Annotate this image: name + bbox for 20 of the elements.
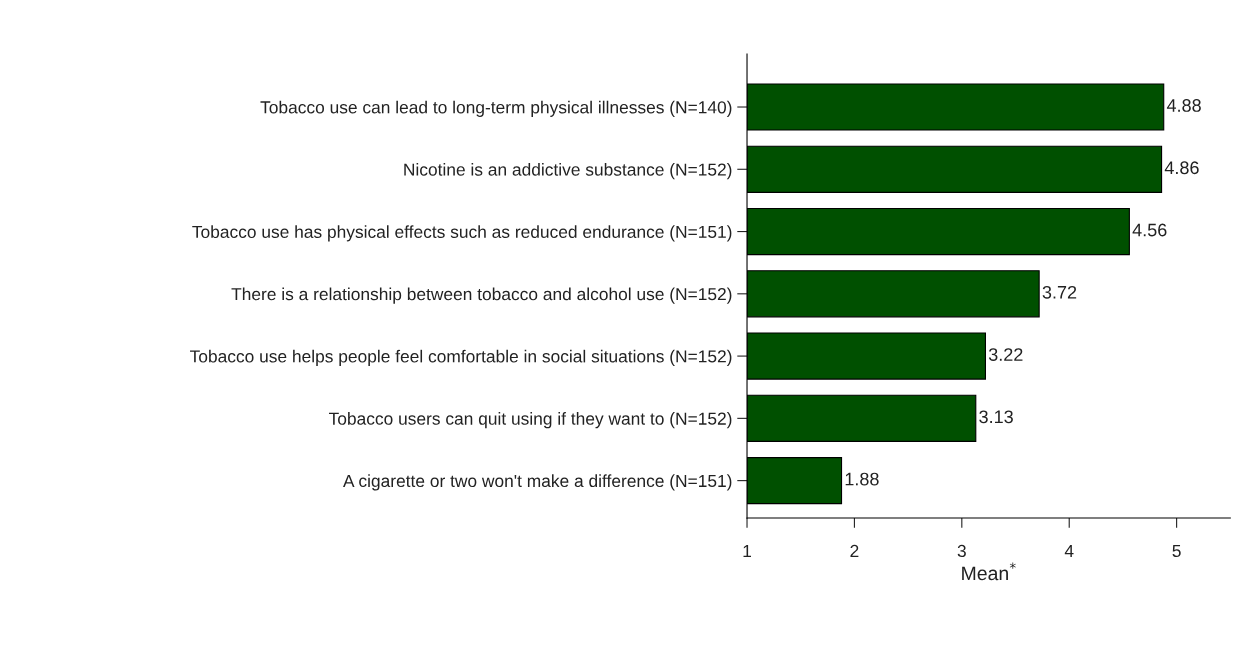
y-tick-label: Tobacco use has physical effects such as reduced endurance (N=151) [192, 225, 732, 242]
y-tick-label: Tobacco use can lead to long-term physical illnesses (N=140) [260, 100, 732, 117]
x-tick-label: 1 [743, 545, 751, 557]
y-tick-label: Nicotine is an addictive substance (N=152) [404, 162, 732, 180]
x-tick-label: 5 [1172, 545, 1181, 558]
data-label: 4.56 [1132, 223, 1167, 237]
data-label: 4.86 [1164, 161, 1199, 175]
y-tick-label: A cigarette or two won't make a difference (N=151) [343, 474, 732, 491]
x-tick-label: 2 [850, 544, 859, 557]
x-tick-label: 3 [957, 544, 966, 558]
y-tick-label: Tobacco users can quit using if they want to (N=152) [329, 412, 732, 429]
data-label: 1.88 [845, 472, 879, 486]
x-tick-label: 4 [1064, 545, 1074, 557]
data-label: 3.22 [988, 348, 1023, 361]
y-tick-label: Tobacco use helps people feel comfortable in social situations (N=152) [190, 349, 732, 366]
data-label: 4.88 [1166, 99, 1201, 112]
x-axis-title: Mean$^{*}$ [962, 562, 1016, 581]
data-label: 3.72 [1042, 285, 1077, 299]
data-label: 3.13 [979, 410, 1013, 424]
y-tick-label: There is a relationship between tobacco and alcohol use (N=152) [231, 287, 732, 304]
